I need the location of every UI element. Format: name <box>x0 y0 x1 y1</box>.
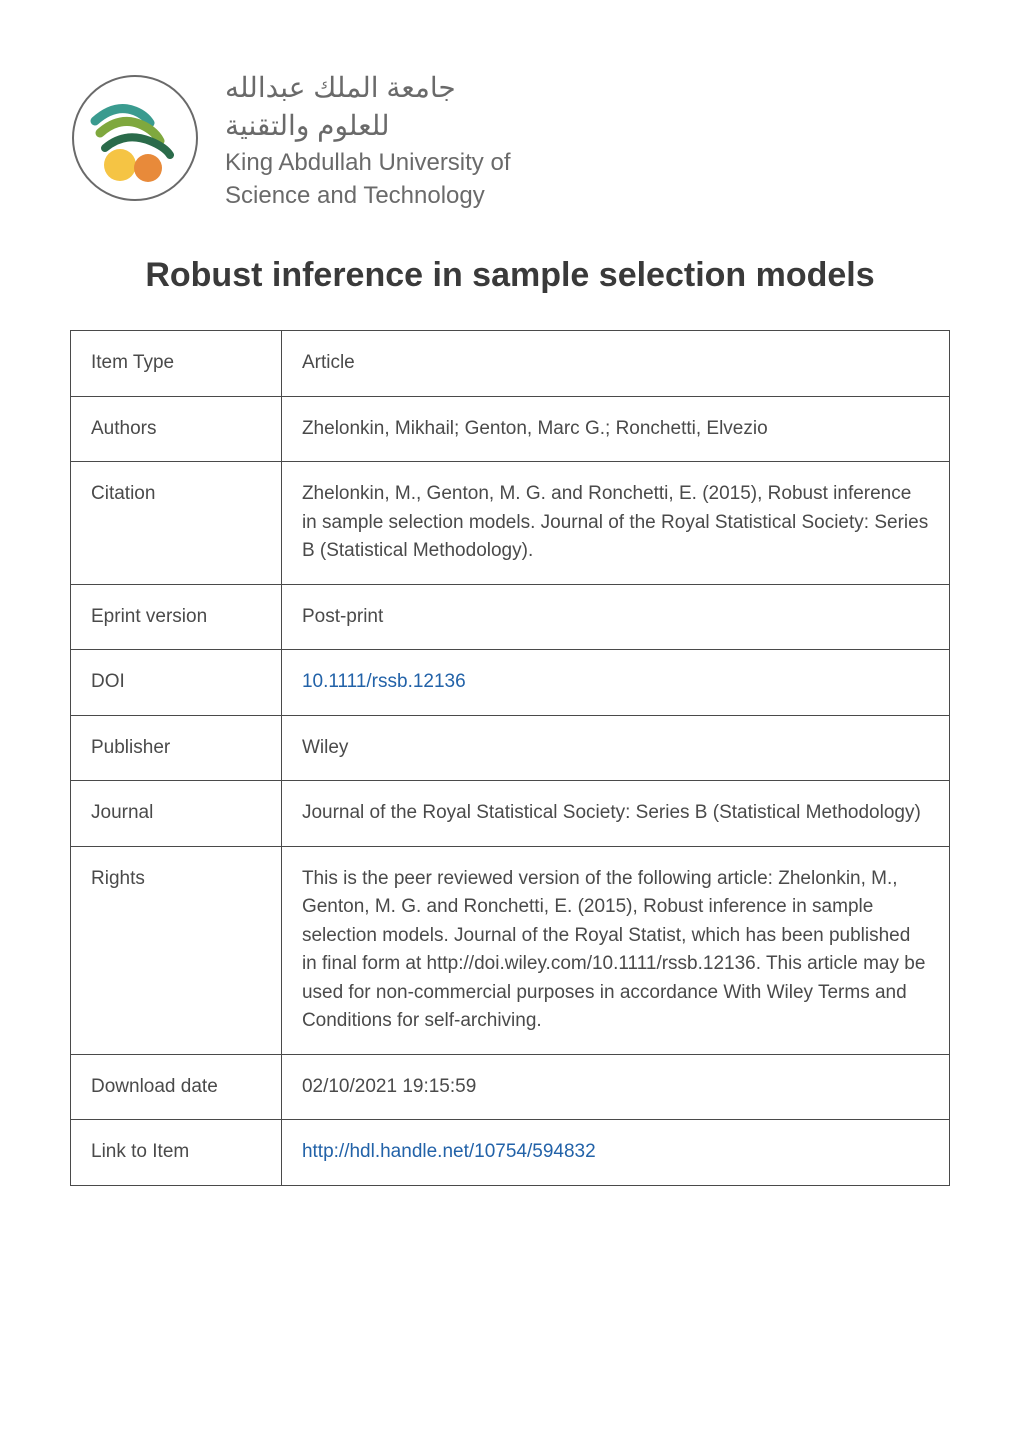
header: جامعة الملك عبدالله للعلوم والتقنية King… <box>70 70 950 211</box>
university-name: جامعة الملك عبدالله للعلوم والتقنية King… <box>225 70 511 211</box>
university-arabic-line2: للعلوم والتقنية <box>225 108 511 144</box>
metadata-value: Post-print <box>281 584 949 650</box>
table-row: AuthorsZhelonkin, Mikhail; Genton, Marc … <box>71 396 950 462</box>
metadata-value: 10.1111/rssb.12136 <box>281 650 949 716</box>
university-english-line1: King Abdullah University of <box>225 147 511 178</box>
metadata-value: Zhelonkin, M., Genton, M. G. and Ronchet… <box>281 462 949 585</box>
metadata-value: 02/10/2021 19:15:59 <box>281 1054 949 1120</box>
metadata-label: Journal <box>71 781 282 847</box>
metadata-link[interactable]: 10.1111/rssb.12136 <box>302 671 466 692</box>
metadata-table-body: Item TypeArticleAuthorsZhelonkin, Mikhai… <box>71 331 950 1186</box>
metadata-value: This is the peer reviewed version of the… <box>281 846 949 1054</box>
metadata-table: Item TypeArticleAuthorsZhelonkin, Mikhai… <box>70 330 950 1186</box>
metadata-label: DOI <box>71 650 282 716</box>
metadata-label: Rights <box>71 846 282 1054</box>
metadata-label: Download date <box>71 1054 282 1120</box>
table-row: JournalJournal of the Royal Statistical … <box>71 781 950 847</box>
metadata-label: Publisher <box>71 715 282 781</box>
table-row: Link to Item http://hdl.handle.net/10754/… <box>71 1120 950 1186</box>
metadata-link[interactable]: http://hdl.handle.net/10754/594832 <box>302 1141 596 1162</box>
metadata-value: Zhelonkin, Mikhail; Genton, Marc G.; Ron… <box>281 396 949 462</box>
metadata-value: http://hdl.handle.net/10754/594832 <box>281 1120 949 1186</box>
metadata-label: Authors <box>71 396 282 462</box>
table-row: CitationZhelonkin, M., Genton, M. G. and… <box>71 462 950 585</box>
metadata-label: Citation <box>71 462 282 585</box>
table-row: PublisherWiley <box>71 715 950 781</box>
metadata-label: Item Type <box>71 331 282 397</box>
university-arabic-line1: جامعة الملك عبدالله <box>225 70 511 106</box>
table-row: DOI 10.1111/rssb.12136 <box>71 650 950 716</box>
page-title: Robust inference in sample selection mod… <box>70 256 950 295</box>
university-english-line2: Science and Technology <box>225 180 511 211</box>
table-row: RightsThis is the peer reviewed version … <box>71 846 950 1054</box>
table-row: Eprint versionPost-print <box>71 584 950 650</box>
table-row: Item TypeArticle <box>71 331 950 397</box>
metadata-label: Link to Item <box>71 1120 282 1186</box>
metadata-value: Journal of the Royal Statistical Society… <box>281 781 949 847</box>
kaust-logo <box>70 73 200 208</box>
metadata-value: Article <box>281 331 949 397</box>
metadata-label: Eprint version <box>71 584 282 650</box>
metadata-value: Wiley <box>281 715 949 781</box>
table-row: Download date02/10/2021 19:15:59 <box>71 1054 950 1120</box>
